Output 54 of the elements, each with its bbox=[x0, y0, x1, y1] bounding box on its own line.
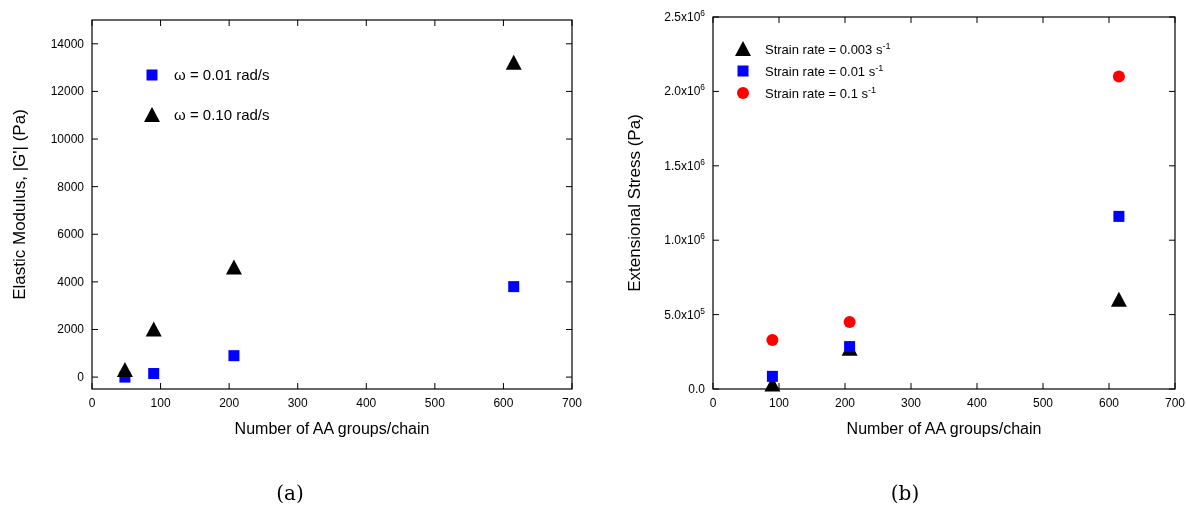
y-tick-label: 0.0 bbox=[688, 382, 706, 396]
legend-label: Strain rate = 0.003 s$^{-1}$ bbox=[765, 41, 891, 57]
point bbox=[843, 316, 856, 329]
y-tick-label: 0 bbox=[77, 370, 85, 385]
y-tick-label: 14000 bbox=[50, 36, 85, 51]
y-tick-label: 10000 bbox=[50, 132, 85, 147]
legend-label: Strain rate = 0.01 s$^{-1}$ bbox=[765, 63, 884, 79]
y-tick-label: 5.0x10$^{5}$ bbox=[664, 305, 706, 322]
y-axis-title: Elastic Modulus, |G'| (Pa) bbox=[10, 109, 29, 300]
y-tick-label: 12000 bbox=[50, 84, 85, 99]
point bbox=[225, 259, 242, 275]
point bbox=[508, 281, 520, 293]
legend-label: ω = 0.01 rad/s bbox=[174, 66, 270, 83]
x-tick-label: 200 bbox=[834, 396, 856, 410]
x-tick-label: 300 bbox=[287, 396, 309, 410]
y-tick-label: 4000 bbox=[57, 274, 85, 289]
x-axis-title: Number of AA groups/chain bbox=[234, 420, 430, 437]
y-tick-label: 2.0x10$^{6}$ bbox=[664, 82, 706, 99]
y-axis-title: Extensional Stress (Pa) bbox=[625, 114, 644, 292]
x-tick-label: 300 bbox=[900, 396, 922, 410]
point bbox=[766, 370, 778, 382]
text: (b) bbox=[890, 481, 920, 505]
x-tick-label: 700 bbox=[1164, 396, 1186, 410]
point bbox=[766, 333, 779, 346]
point bbox=[1113, 210, 1125, 222]
point bbox=[145, 321, 162, 337]
y-tick-label: 1.5x10$^{6}$ bbox=[664, 156, 706, 173]
point bbox=[148, 368, 160, 380]
x-tick-label: 100 bbox=[150, 396, 171, 410]
x-tick-label: 700 bbox=[561, 396, 583, 410]
x-tick-label: 500 bbox=[1032, 396, 1054, 410]
x-axis-title: Number of AA groups/chain bbox=[846, 420, 1042, 437]
y-tick-label: 2000 bbox=[57, 322, 85, 337]
x-tick-label: 600 bbox=[1098, 396, 1120, 410]
x-tick-label: 600 bbox=[493, 396, 514, 410]
point bbox=[1110, 291, 1127, 307]
point bbox=[505, 54, 522, 70]
y-tick-label: 2.5x10$^{6}$ bbox=[664, 8, 706, 24]
x-tick-label: 400 bbox=[356, 396, 377, 410]
x-tick-label: 100 bbox=[768, 396, 790, 410]
legend-label: ω = 0.10 rad/s bbox=[174, 106, 270, 123]
x-tick-label: 500 bbox=[424, 396, 446, 410]
x-tick-label: 0 bbox=[88, 396, 96, 410]
x-tick-label: 400 bbox=[966, 396, 988, 410]
x-tick-label: 200 bbox=[219, 396, 240, 410]
legend-label: Strain rate = 0.1 s$^{-1}$ bbox=[765, 85, 877, 101]
point bbox=[1112, 70, 1125, 83]
y-tick-label: 1.0x10$^{6}$ bbox=[664, 231, 706, 248]
y-tick-label: 8000 bbox=[57, 179, 85, 194]
point bbox=[228, 350, 240, 362]
text: (a) bbox=[276, 481, 304, 505]
x-tick-label: 0 bbox=[709, 396, 717, 410]
point bbox=[116, 361, 133, 377]
y-tick-label: 6000 bbox=[57, 227, 85, 242]
